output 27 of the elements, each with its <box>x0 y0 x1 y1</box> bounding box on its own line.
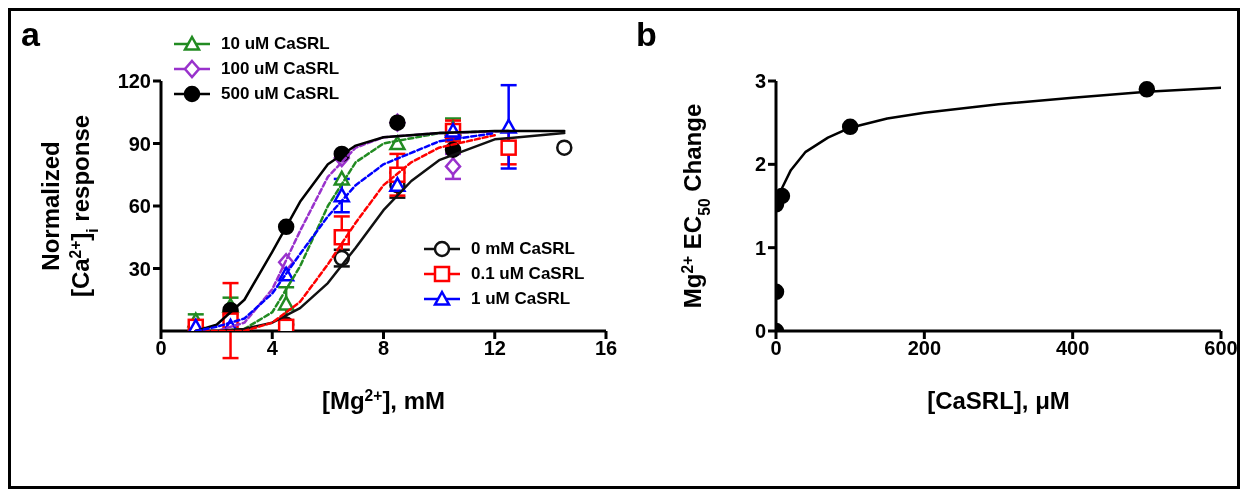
legend-label: 100 uM CaSRL <box>221 58 340 79</box>
x-axis-title: [Mg$^{2+}$], mM <box>321 386 446 414</box>
y-tick-label: 120 <box>117 70 151 93</box>
y-tick-label: 2 <box>754 153 766 176</box>
y-tick-label: 60 <box>128 195 151 218</box>
x-tick-label: 200 <box>907 337 942 360</box>
x-tick-label: 8 <box>377 337 390 360</box>
x-tick-label: 0 <box>155 337 167 360</box>
legend-label: 0.1 uM CaSRL <box>471 263 585 284</box>
legend-label: 0 mM CaSRL <box>471 238 575 259</box>
x-tick-label: 600 <box>1204 337 1238 360</box>
chart-title: b <box>636 15 657 54</box>
legend-label: 1 uM CaSRL <box>471 288 571 309</box>
x-tick-label: 12 <box>483 337 506 360</box>
y-tick-label: 1 <box>754 236 766 259</box>
legend-label: 10 uM CaSRL <box>221 33 330 54</box>
x-axis-title: [CaSRL], μM <box>927 387 1070 414</box>
x-tick-label: 4 <box>266 337 279 360</box>
x-tick-label: 16 <box>594 337 618 360</box>
legend-label: 500 uM CaSRL <box>221 83 340 104</box>
y-tick-label: 30 <box>128 257 151 280</box>
y-tick-label: 90 <box>128 132 151 155</box>
y-tick-label: 0 <box>754 320 766 343</box>
x-tick-label: 400 <box>1055 337 1090 360</box>
chart-title: a <box>21 15 40 54</box>
x-tick-label: 0 <box>770 337 782 360</box>
y-tick-label: 3 <box>754 70 766 93</box>
